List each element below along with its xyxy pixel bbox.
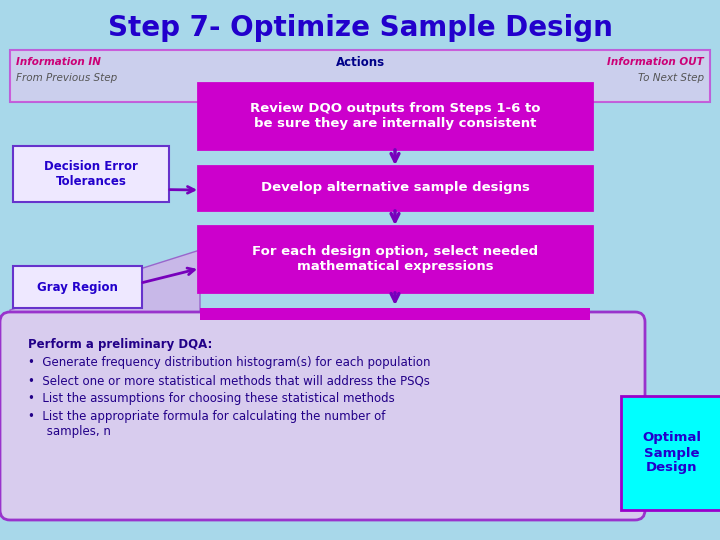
FancyBboxPatch shape	[200, 308, 590, 320]
FancyBboxPatch shape	[10, 50, 710, 102]
FancyBboxPatch shape	[13, 266, 142, 308]
Text: •  List the assumptions for choosing these statistical methods: • List the assumptions for choosing thes…	[28, 392, 395, 405]
Text: Develop alternative sample designs: Develop alternative sample designs	[261, 181, 529, 194]
Text: Optimal
Sample
Design: Optimal Sample Design	[642, 431, 701, 475]
Text: Information OUT: Information OUT	[607, 57, 704, 67]
FancyBboxPatch shape	[198, 166, 592, 210]
Text: Step 7- Optimize Sample Design: Step 7- Optimize Sample Design	[107, 14, 613, 42]
FancyBboxPatch shape	[198, 83, 592, 149]
Text: From Previous Step: From Previous Step	[16, 73, 117, 83]
FancyBboxPatch shape	[198, 226, 592, 292]
Text: To Next Step: To Next Step	[638, 73, 704, 83]
Text: For each design option, select needed
mathematical expressions: For each design option, select needed ma…	[252, 245, 538, 273]
Polygon shape	[10, 250, 200, 395]
Text: Actions: Actions	[336, 56, 384, 69]
Text: •  Select one or more statistical methods that will address the PSQs: • Select one or more statistical methods…	[28, 374, 430, 387]
Text: •  Generate frequency distribution histogram(s) for each population: • Generate frequency distribution histog…	[28, 356, 431, 369]
FancyBboxPatch shape	[621, 396, 720, 510]
Text: Gray Region: Gray Region	[37, 280, 118, 294]
FancyBboxPatch shape	[13, 146, 169, 202]
Text: Review DQO outputs from Steps 1-6 to
be sure they are internally consistent: Review DQO outputs from Steps 1-6 to be …	[250, 102, 540, 130]
Text: •  List the appropriate formula for calculating the number of
     samples, n: • List the appropriate formula for calcu…	[28, 410, 385, 438]
FancyBboxPatch shape	[0, 312, 645, 520]
Text: Decision Error
Tolerances: Decision Error Tolerances	[44, 160, 138, 188]
Text: Information IN: Information IN	[16, 57, 101, 67]
Text: Perform a preliminary DQA:: Perform a preliminary DQA:	[28, 338, 212, 351]
